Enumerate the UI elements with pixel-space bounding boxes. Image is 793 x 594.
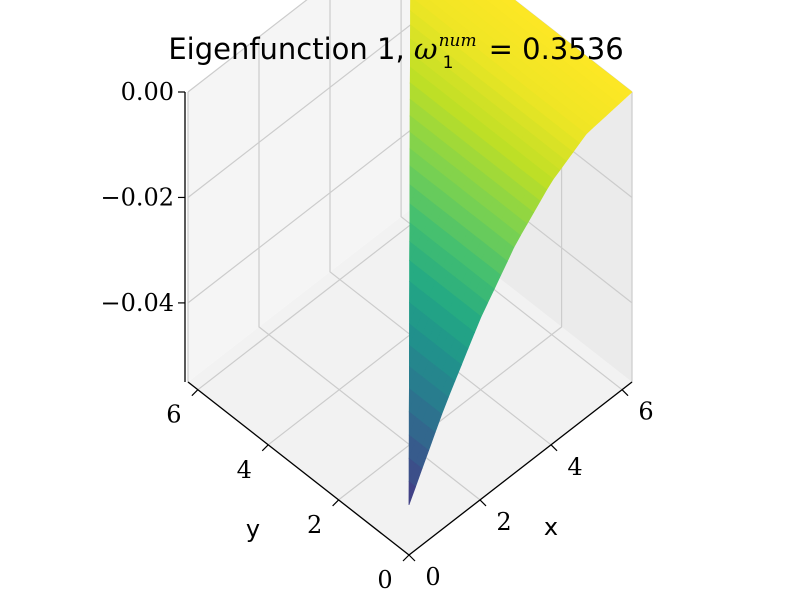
- y-tick-mark-3: [191, 389, 199, 397]
- x-tick-label-3: 6: [638, 398, 653, 426]
- x-tick-mark-1: [479, 499, 487, 507]
- surface-face-627: [408, 481, 416, 506]
- y-axis-label: y: [246, 515, 260, 543]
- y-tick-mark-1: [332, 499, 340, 507]
- chart-title-prefix: Eigenfunction 1,: [168, 32, 414, 66]
- x-tick-label-1: 2: [496, 508, 511, 536]
- x-tick-mark-0: [408, 554, 416, 562]
- x-tick-mark-3: [621, 389, 629, 397]
- y-back-pane: [188, 0, 411, 382]
- z-tick-label-0: 0.00: [121, 78, 174, 106]
- x-tick-label-2: 4: [567, 453, 582, 481]
- x-axis-line: [408, 381, 633, 556]
- chart-title-subscript: 1: [443, 53, 454, 73]
- x-gridline-1: [258, 36, 481, 501]
- y-tick-label-3: 6: [166, 401, 181, 429]
- surface-mesh: [408, 0, 633, 506]
- y-tick-label-2: 4: [237, 456, 252, 484]
- chart-title: Eigenfunction 1, ωnum 1 = 0.3536: [168, 31, 623, 73]
- axis-lines: [184, 92, 633, 556]
- x-gridline-2: [329, 0, 552, 446]
- y-axis-line: [187, 381, 410, 556]
- y-tick-label-1: 2: [307, 511, 322, 539]
- y-tick-mark-0: [402, 554, 410, 562]
- y-tick-mark-2: [261, 444, 269, 452]
- tick-labels: 0 2 4 6 0 2 4 6 0.00 −0.02 −0.04: [100, 78, 653, 594]
- surface-face-68: [471, 0, 480, 4]
- x-axis-label: x: [544, 513, 558, 541]
- chart-title-suffix: = 0.3536: [479, 32, 623, 66]
- x-gridline-3: [400, 0, 623, 391]
- z-tick-label-2: −0.04: [100, 289, 174, 317]
- chart-title-superscript: num: [439, 31, 477, 51]
- surface-face-69: [485, 0, 492, 3]
- x-tick-label-0: 0: [425, 563, 440, 591]
- chart-title-symbol: ω: [414, 32, 438, 66]
- y-tick-label-0: 0: [377, 566, 392, 594]
- surface-face-56: [414, 0, 420, 3]
- z-tick-label-1: −0.02: [100, 183, 174, 211]
- x-tick-mark-2: [550, 444, 558, 452]
